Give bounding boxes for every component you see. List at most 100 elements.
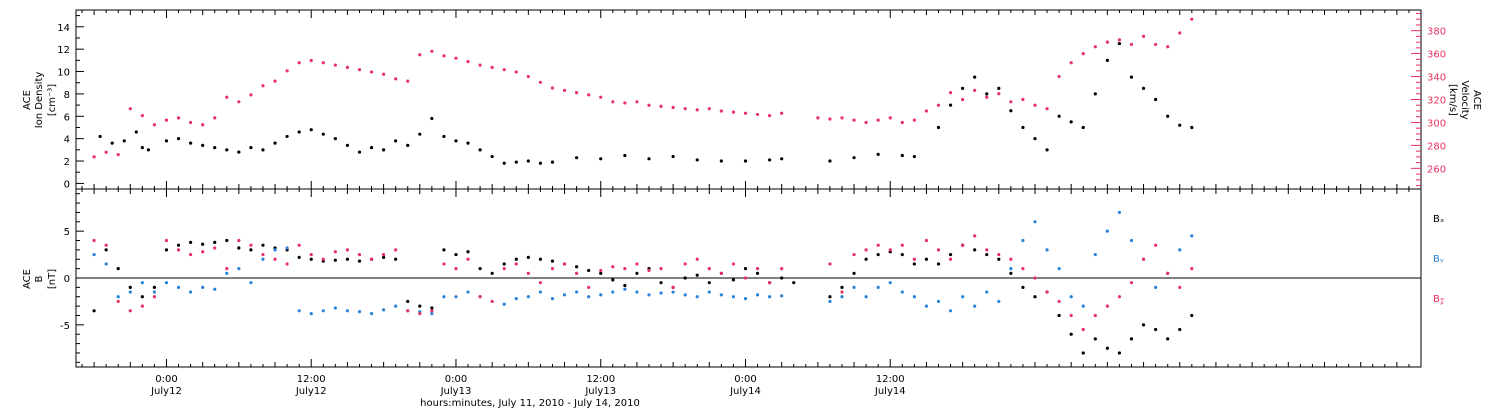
bx-point (1105, 346, 1109, 350)
velocity-point (382, 72, 386, 76)
by-point (900, 290, 904, 294)
velocity-point (526, 74, 530, 79)
top-panel-frame (75, 9, 1422, 190)
by-point (562, 293, 567, 297)
time-tick-label: 0:00 (445, 374, 467, 385)
bx-point (707, 281, 711, 285)
b-axis-label-line3: [nT] (47, 269, 58, 289)
velocity-point (237, 100, 241, 104)
bz-point (1081, 327, 1085, 332)
legend-by: Bᵧ (1433, 254, 1444, 265)
bx-point (1021, 285, 1025, 289)
by-point (514, 297, 518, 301)
bx-point (406, 299, 410, 304)
bz-point (550, 267, 555, 271)
density-point (900, 153, 904, 158)
by-point (1117, 210, 1122, 215)
density-point (164, 139, 169, 143)
density-point (526, 159, 530, 163)
density-point (912, 154, 916, 159)
by-point (1033, 220, 1037, 224)
bz-point (514, 262, 518, 266)
density-point (1129, 75, 1134, 79)
velocity-point (743, 111, 748, 115)
density-point (768, 158, 772, 162)
velocity-point (1129, 42, 1134, 47)
bx-point (104, 248, 108, 252)
bx-point (1081, 351, 1085, 355)
bx-point (587, 268, 591, 273)
velocity-point (1141, 34, 1146, 38)
density-point (490, 154, 494, 159)
bx-point (1093, 337, 1097, 341)
velocity-point (1178, 31, 1182, 35)
bz-point (1141, 257, 1146, 261)
density-point (936, 125, 941, 130)
velocity-point (454, 56, 458, 60)
velocity-point (961, 97, 965, 102)
by-point (659, 291, 663, 295)
bz-point (924, 238, 929, 243)
bx-point (1178, 327, 1182, 332)
velocity-point (575, 91, 579, 95)
bz-point (1093, 313, 1097, 318)
velocity-point (418, 53, 422, 57)
velocity-point (840, 116, 844, 120)
by-point (116, 295, 120, 299)
bx-point (430, 306, 434, 310)
bx-point (140, 295, 144, 299)
bz-point (840, 290, 844, 294)
by-point (828, 299, 832, 304)
by-point (140, 281, 144, 285)
bz-point (852, 252, 856, 257)
by-point (997, 299, 1001, 304)
bx-point (526, 255, 530, 259)
bz-point (188, 252, 193, 257)
by-point (599, 293, 603, 297)
density-point (538, 161, 543, 165)
bz-point (1166, 271, 1170, 275)
bz-point (321, 257, 325, 261)
bz-point (538, 281, 543, 285)
bx-point (1166, 337, 1170, 341)
bx-point (623, 283, 627, 288)
velocity-point (1117, 38, 1122, 42)
bx-point (213, 240, 217, 244)
density-point (502, 161, 506, 165)
density-point (719, 159, 723, 163)
bz-point (1045, 290, 1049, 294)
by-point (104, 262, 108, 266)
velocity-tick-label: 340 (1427, 73, 1446, 84)
bz-point (285, 262, 289, 266)
by-point (225, 271, 229, 275)
by-point (924, 304, 929, 308)
velocity-point (92, 155, 96, 159)
velocity-point (695, 108, 699, 112)
by-point (876, 285, 880, 289)
velocity-point (430, 49, 434, 53)
velocity-point (478, 63, 482, 67)
bz-point (768, 281, 772, 285)
time-tick-label: 12:00 (297, 374, 326, 385)
bz-point (237, 238, 241, 243)
bz-point (948, 257, 953, 261)
bz-point (406, 309, 410, 313)
by-point (333, 306, 337, 310)
bx-point (852, 271, 856, 275)
bz-point (104, 243, 108, 247)
density-point (333, 137, 337, 141)
bx-point (418, 304, 422, 308)
bx-point (1129, 337, 1134, 341)
density-point (1178, 123, 1182, 127)
velocity-tick-label: 360 (1427, 50, 1446, 61)
by-point (128, 290, 132, 294)
velocity-point (864, 120, 868, 125)
x-axis-title: hours:minutes, July 11, 2010 - July 14, … (420, 398, 640, 409)
velocity-point (876, 118, 880, 122)
bz-point (719, 271, 723, 275)
bx-point (297, 255, 301, 259)
density-point (357, 150, 362, 154)
by-point (1069, 295, 1073, 299)
density-tick-label: 12 (57, 45, 70, 56)
velocity-point (731, 110, 736, 114)
